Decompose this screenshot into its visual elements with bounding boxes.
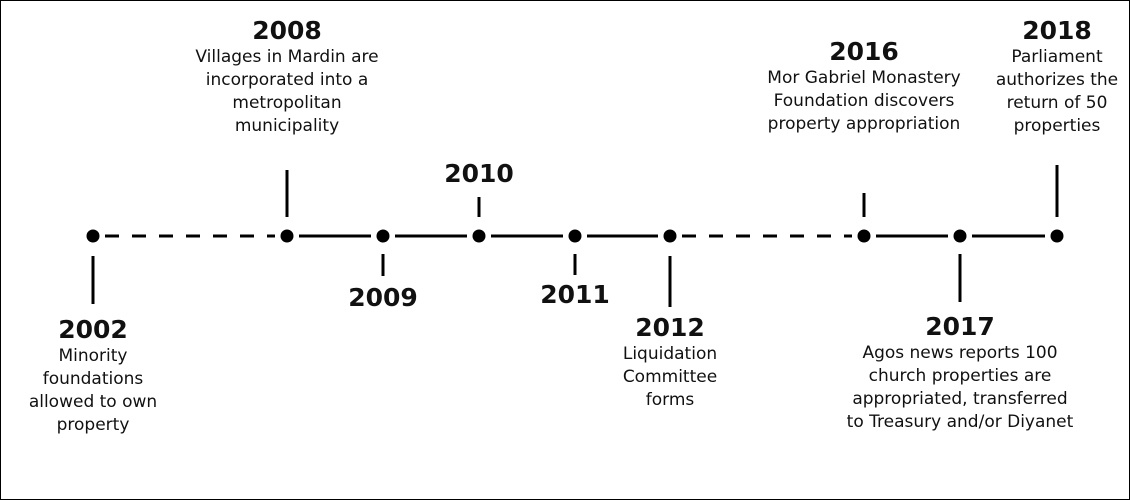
event-2018: 2018 Parliament authorizes the return of… [987,17,1127,138]
event-year: 2016 [829,37,899,66]
timeline-dot-2018 [1050,229,1064,243]
event-2010: 2010 [434,160,524,188]
event-year: 2012 [635,313,705,342]
event-2002: 2002 Minority foundations allowed to own… [8,316,178,437]
timeline-dot-2008 [280,229,294,243]
event-year: 2018 [1022,16,1092,45]
timeline-dot-2016 [857,229,871,243]
timeline-dot-2002 [86,229,100,243]
event-year: 2010 [444,159,514,188]
timeline-dot-2011 [568,229,582,243]
event-description: Liquidation Committee forms [622,344,718,410]
event-2009: 2009 [338,284,428,312]
event-description: Agos news reports 100 church properties … [846,343,1074,432]
event-year: 2002 [58,315,128,344]
event-description: Mor Gabriel Monastery Foundation discove… [767,68,961,134]
event-2012: 2012 Liquidation Committee forms [595,314,745,412]
event-year: 2009 [348,283,418,312]
event-2016: 2016 Mor Gabriel Monastery Foundation di… [749,38,979,136]
event-year: 2008 [252,16,322,45]
timeline-dot-2009 [376,229,390,243]
event-description: Parliament authorizes the return of 50 p… [995,47,1119,136]
event-description: Minority foundations allowed to own prop… [28,346,158,435]
timeline-dot-2012 [663,229,677,243]
event-year: 2017 [925,312,995,341]
event-year: 2011 [540,280,610,309]
event-2011: 2011 [530,281,620,309]
event-2008: 2008 Villages in Mardin are incorporated… [172,17,402,138]
event-2017: 2017 Agos news reports 100 church proper… [840,313,1080,434]
timeline-dot-2017 [953,229,967,243]
event-description: Villages in Mardin are incorporated into… [195,47,379,136]
timeline-dot-2010 [472,229,486,243]
